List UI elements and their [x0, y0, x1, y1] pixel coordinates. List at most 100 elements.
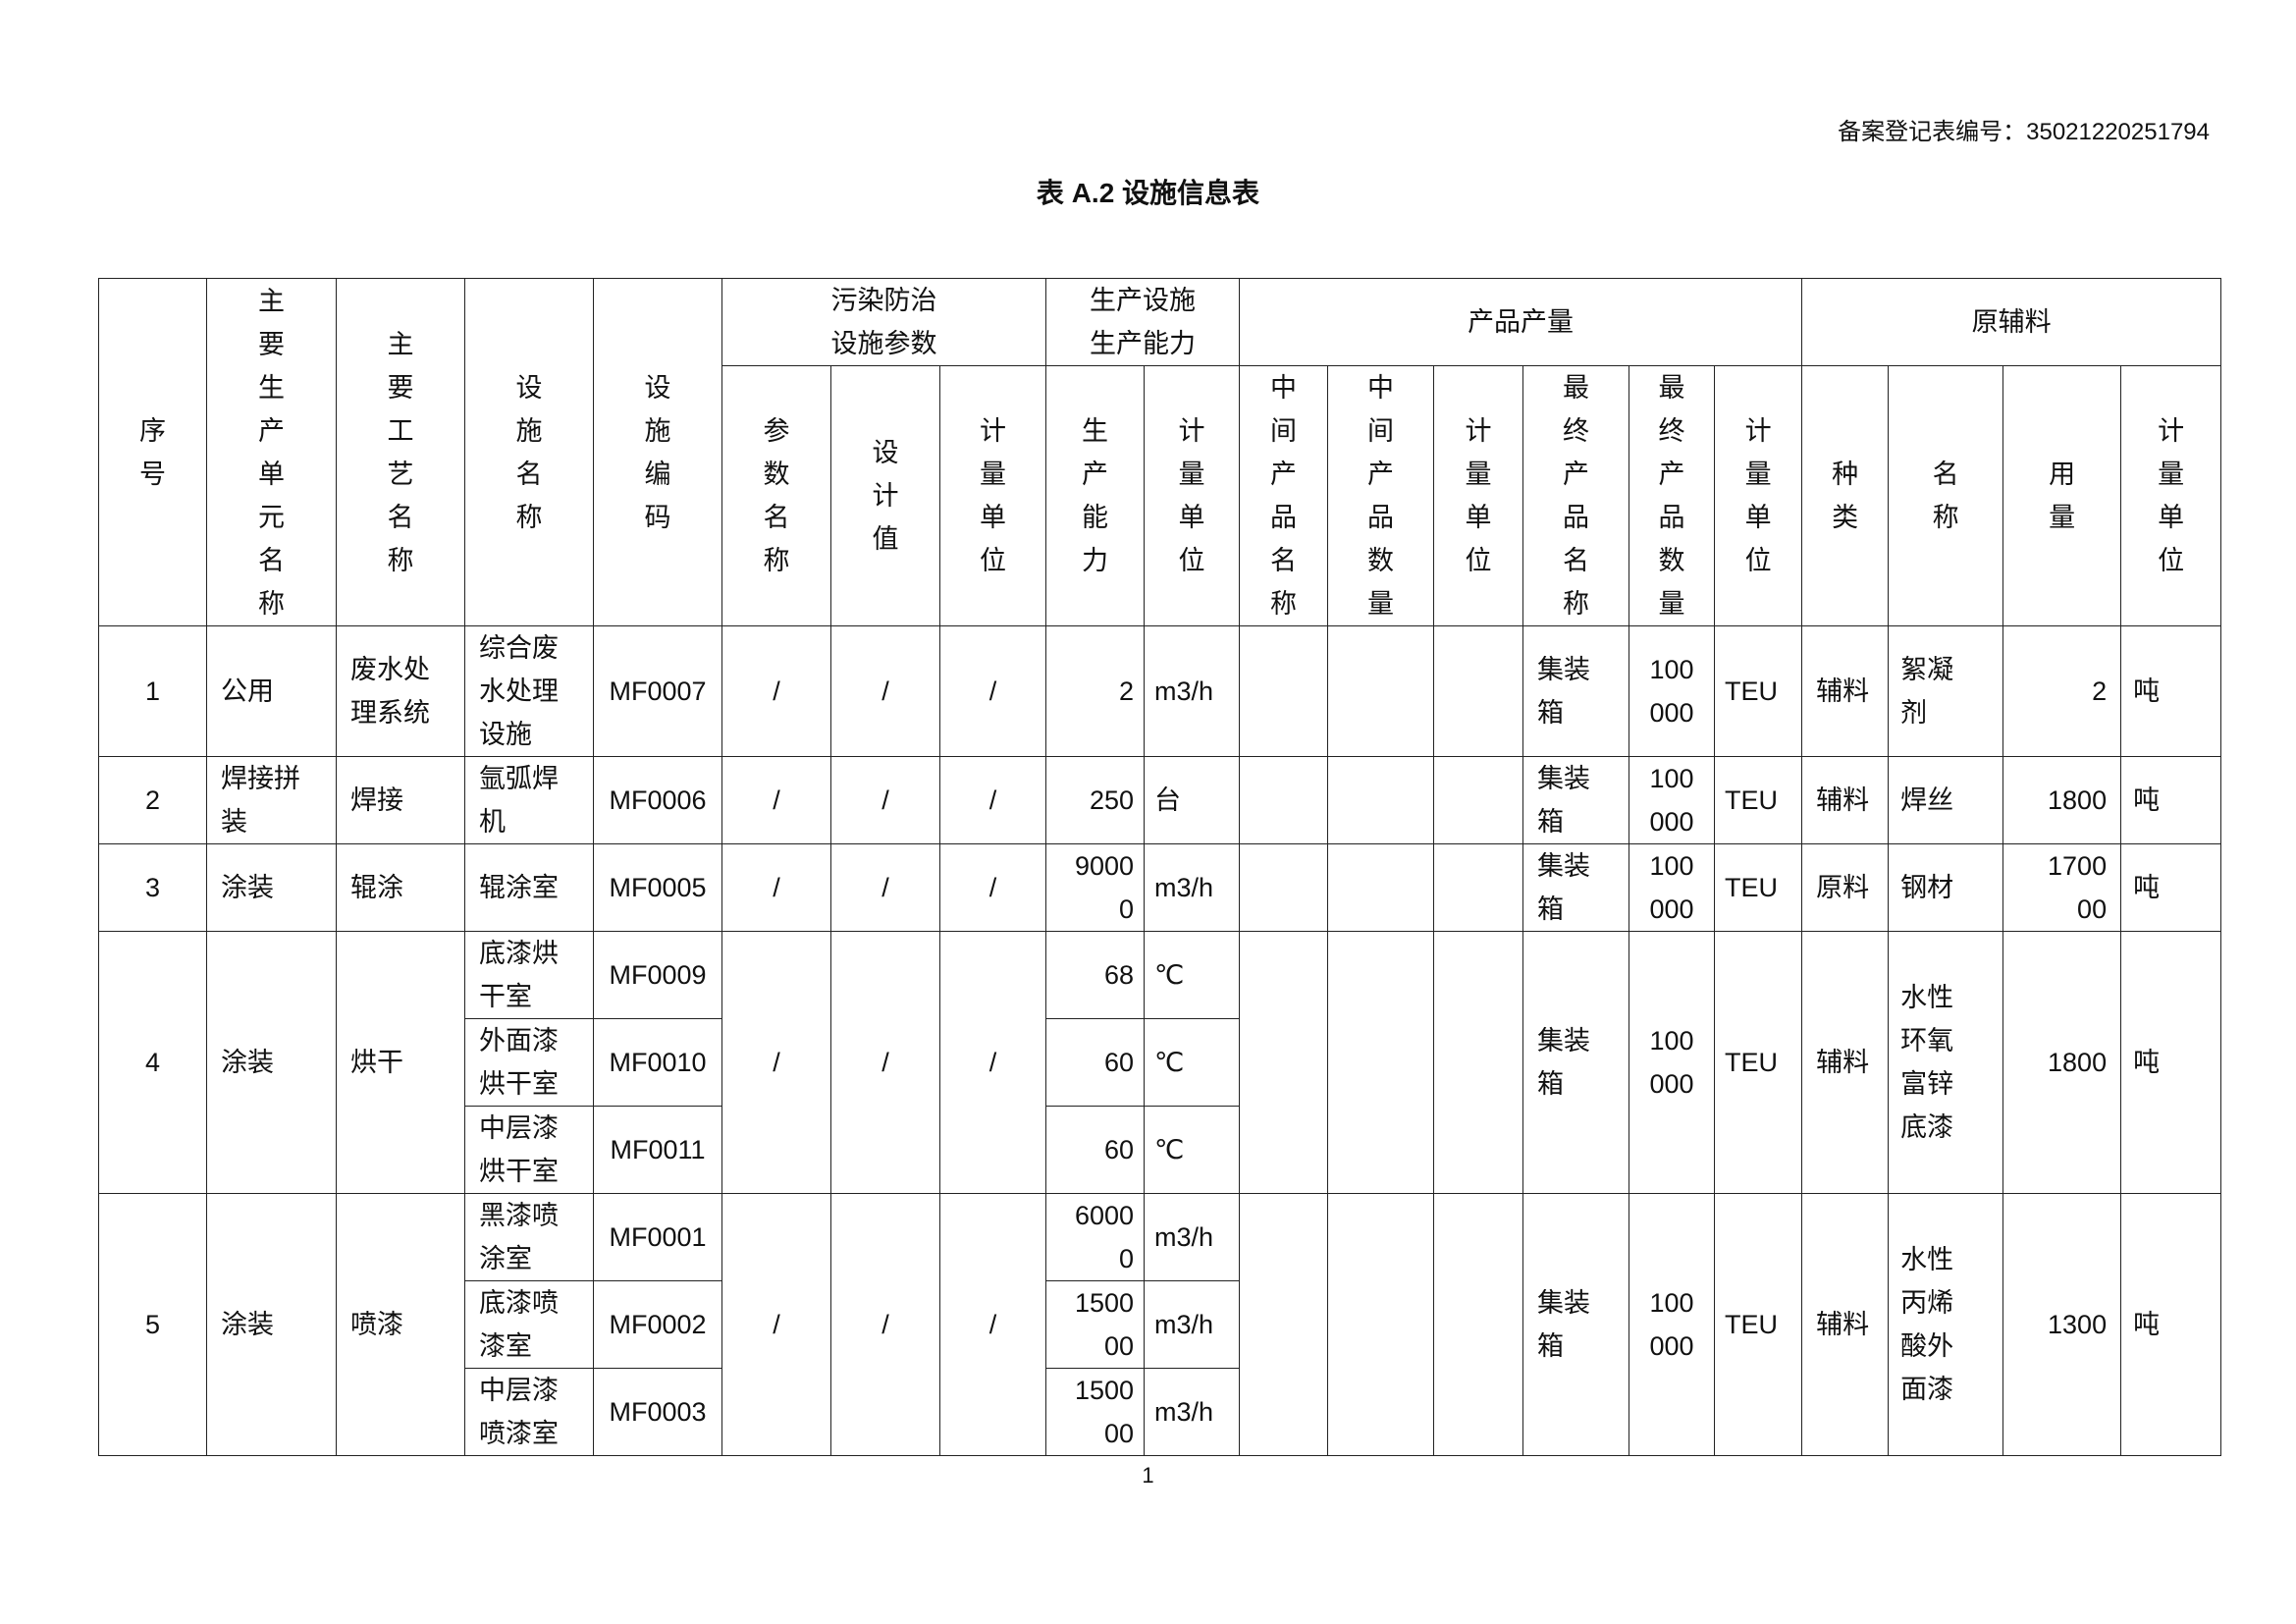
- cell-mid-qty: [1327, 931, 1435, 1194]
- cell-final-qty: 100000: [1629, 1193, 1716, 1456]
- cell-seq: 4: [98, 931, 207, 1194]
- cell-design-value: /: [830, 625, 940, 757]
- header-label: 计量单位: [2158, 416, 2185, 575]
- header-label: 计量单位: [1465, 416, 1492, 575]
- cell-mid-unit: [1433, 625, 1524, 757]
- cell-unit: 公用: [206, 625, 337, 757]
- cell-capacity: 60000: [1045, 1193, 1146, 1281]
- cell-mid-qty: [1327, 843, 1435, 932]
- cell-final-name: 集装箱: [1522, 756, 1630, 844]
- header-label: 设施名称: [515, 372, 543, 532]
- cell-mid-name: [1239, 843, 1329, 932]
- header-material-group: 原辅料: [1801, 278, 2222, 366]
- header-final-unit: 计量单位: [1714, 365, 1803, 626]
- cell-facility-code: MF0003: [593, 1368, 722, 1456]
- table-body: 1 公用 废水处理系统 综合废水处理设施 MF0007///2 m3/h 集装箱 100000…: [98, 625, 2222, 1456]
- cell-mid-unit: [1433, 843, 1524, 932]
- cell-mid-qty: [1327, 756, 1435, 844]
- cell-final-unit: TEU: [1714, 843, 1803, 932]
- cell-material: 水性丙烯酸外面漆: [1888, 1193, 2004, 1456]
- table-row: 3 涂装 辊涂 辊涂室 MF0005///90000 m3/h 集装箱 100000 TEU 原料…: [98, 843, 2222, 932]
- page-number: 1: [1142, 1463, 1154, 1488]
- header-label: 用量: [2049, 460, 2076, 532]
- cell-capacity: 250: [1045, 756, 1146, 844]
- record-label: 备案登记表编号：: [1838, 119, 2027, 145]
- cell-capacity-unit: m3/h: [1144, 625, 1241, 757]
- cell-param-name: /: [721, 843, 831, 932]
- header-facility-code: 设施编码: [593, 278, 722, 626]
- header-label: 主要生产单元名称: [258, 286, 285, 619]
- cell-kind: 辅料: [1801, 756, 1890, 844]
- cell-final-qty: 100000: [1629, 625, 1716, 757]
- cell-param-unit: /: [938, 843, 1047, 932]
- cell-capacity-unit: m3/h: [1144, 843, 1241, 932]
- cell-facility-name: 辊涂室: [464, 843, 594, 932]
- cell-param-unit: /: [938, 625, 1047, 757]
- cell-param-name: /: [721, 625, 831, 757]
- cell-mid-name: [1239, 625, 1329, 757]
- header-amount-unit: 计量单位: [2120, 365, 2222, 626]
- cell-param-unit: /: [938, 756, 1047, 844]
- cell-facility-name: 外面漆烘干室: [464, 1018, 594, 1107]
- cell-capacity: 60: [1045, 1018, 1146, 1107]
- cell-unit: 涂装: [206, 1193, 337, 1456]
- table-row: 1 公用 废水处理系统 综合废水处理设施 MF0007///2 m3/h 集装箱 100000…: [98, 625, 2222, 757]
- cell-process: 辊涂: [336, 843, 465, 932]
- header-capacity-unit: 计量单位: [1144, 365, 1241, 626]
- facility-table: 序号 主要生产单元名称 主要工艺名称 设施名称 设施编码 污染防治设施参数 生产…: [98, 278, 2222, 1456]
- cell-capacity: 68: [1045, 931, 1146, 1019]
- cell-capacity-unit: ℃: [1144, 1106, 1241, 1194]
- cell-param-name: /: [721, 931, 831, 1194]
- cell-amount-unit: 吨: [2120, 843, 2222, 932]
- cell-final-name: 集装箱: [1522, 843, 1630, 932]
- cell-final-unit: TEU: [1714, 756, 1803, 844]
- header-label: 最终产品名称: [1563, 373, 1590, 619]
- cell-seq: 1: [98, 625, 207, 757]
- header-label: 序号: [139, 415, 166, 489]
- header-final-name: 最终产品名称: [1522, 365, 1630, 626]
- cell-final-qty: 100000: [1629, 756, 1716, 844]
- cell-final-name: 集装箱: [1522, 1193, 1630, 1456]
- table-row: 中层漆烘干室 MF0011 60 ℃: [99, 1106, 2221, 1194]
- cell-facility-code: MF0005: [593, 843, 722, 932]
- cell-capacity: 2: [1045, 625, 1146, 757]
- cell-amount-unit: 吨: [2120, 931, 2222, 1194]
- page-title: 表 A.2 设施信息表: [1036, 178, 1260, 208]
- cell-design-value: /: [830, 931, 940, 1194]
- header-label: 参数名称: [763, 416, 790, 575]
- cell-facility-name: 中层漆烘干室: [464, 1106, 594, 1194]
- cell-capacity: 150000: [1045, 1368, 1146, 1456]
- cell-capacity-unit: ℃: [1144, 931, 1241, 1019]
- cell-capacity-unit: 台: [1144, 756, 1241, 844]
- header-label: 名称: [1932, 460, 1959, 532]
- cell-mid-name: [1239, 756, 1329, 844]
- cell-capacity-unit: m3/h: [1144, 1280, 1241, 1369]
- cell-final-name: 集装箱: [1522, 625, 1630, 757]
- cell-facility-name: 综合废水处理设施: [464, 625, 594, 757]
- header-process: 主要工艺名称: [336, 278, 465, 626]
- header-label: 设计值: [872, 438, 899, 554]
- header-label: 计量单位: [980, 416, 1007, 575]
- header-label: 中间产品名称: [1270, 373, 1298, 619]
- cell-kind: 辅料: [1801, 931, 1890, 1194]
- cell-final-qty: 100000: [1629, 931, 1716, 1194]
- record-value: 35021220251794: [2026, 119, 2210, 145]
- cell-material: 水性环氧富锌底漆: [1888, 931, 2004, 1194]
- header-param-name: 参数名称: [721, 365, 831, 626]
- cell-unit: 涂装: [206, 931, 337, 1194]
- cell-mid-name: [1239, 931, 1329, 1194]
- header-label: 计量单位: [1744, 416, 1772, 575]
- cell-process: 焊接: [336, 756, 465, 844]
- header-label: 生产能力: [1082, 416, 1109, 575]
- cell-design-value: /: [830, 1193, 940, 1456]
- cell-amount: 1300: [2002, 1193, 2122, 1456]
- cell-mid-unit: [1433, 931, 1524, 1194]
- cell-process: 喷漆: [336, 1193, 465, 1456]
- header-mid-unit: 计量单位: [1433, 365, 1524, 626]
- cell-facility-code: MF0009: [593, 931, 722, 1019]
- cell-facility-code: MF0001: [593, 1193, 722, 1281]
- cell-amount: 1800: [2002, 931, 2122, 1194]
- cell-mid-unit: [1433, 756, 1524, 844]
- cell-amount: 1800: [2002, 756, 2122, 844]
- cell-facility-code: MF0010: [593, 1018, 722, 1107]
